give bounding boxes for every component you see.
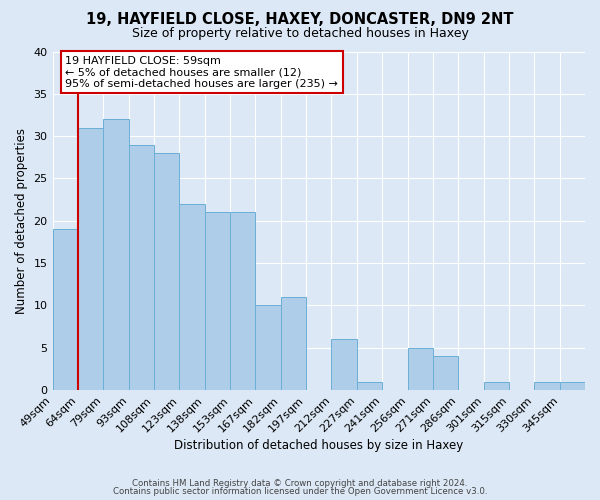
Text: 19, HAYFIELD CLOSE, HAXEY, DONCASTER, DN9 2NT: 19, HAYFIELD CLOSE, HAXEY, DONCASTER, DN… — [86, 12, 514, 28]
Bar — [179, 204, 205, 390]
Bar — [331, 340, 357, 390]
Y-axis label: Number of detached properties: Number of detached properties — [15, 128, 28, 314]
Bar — [53, 230, 78, 390]
Bar — [78, 128, 103, 390]
Bar — [205, 212, 230, 390]
Text: Contains HM Land Registry data © Crown copyright and database right 2024.: Contains HM Land Registry data © Crown c… — [132, 478, 468, 488]
Bar — [357, 382, 382, 390]
Bar — [103, 119, 128, 390]
Text: 19 HAYFIELD CLOSE: 59sqm
← 5% of detached houses are smaller (12)
95% of semi-de: 19 HAYFIELD CLOSE: 59sqm ← 5% of detache… — [65, 56, 338, 89]
Bar — [154, 153, 179, 390]
Bar — [484, 382, 509, 390]
X-axis label: Distribution of detached houses by size in Haxey: Distribution of detached houses by size … — [174, 440, 463, 452]
Bar — [281, 297, 306, 390]
Bar — [534, 382, 560, 390]
Bar — [407, 348, 433, 390]
Text: Size of property relative to detached houses in Haxey: Size of property relative to detached ho… — [131, 28, 469, 40]
Bar — [560, 382, 585, 390]
Bar — [256, 306, 281, 390]
Bar — [433, 356, 458, 390]
Bar — [128, 144, 154, 390]
Bar — [230, 212, 256, 390]
Text: Contains public sector information licensed under the Open Government Licence v3: Contains public sector information licen… — [113, 487, 487, 496]
